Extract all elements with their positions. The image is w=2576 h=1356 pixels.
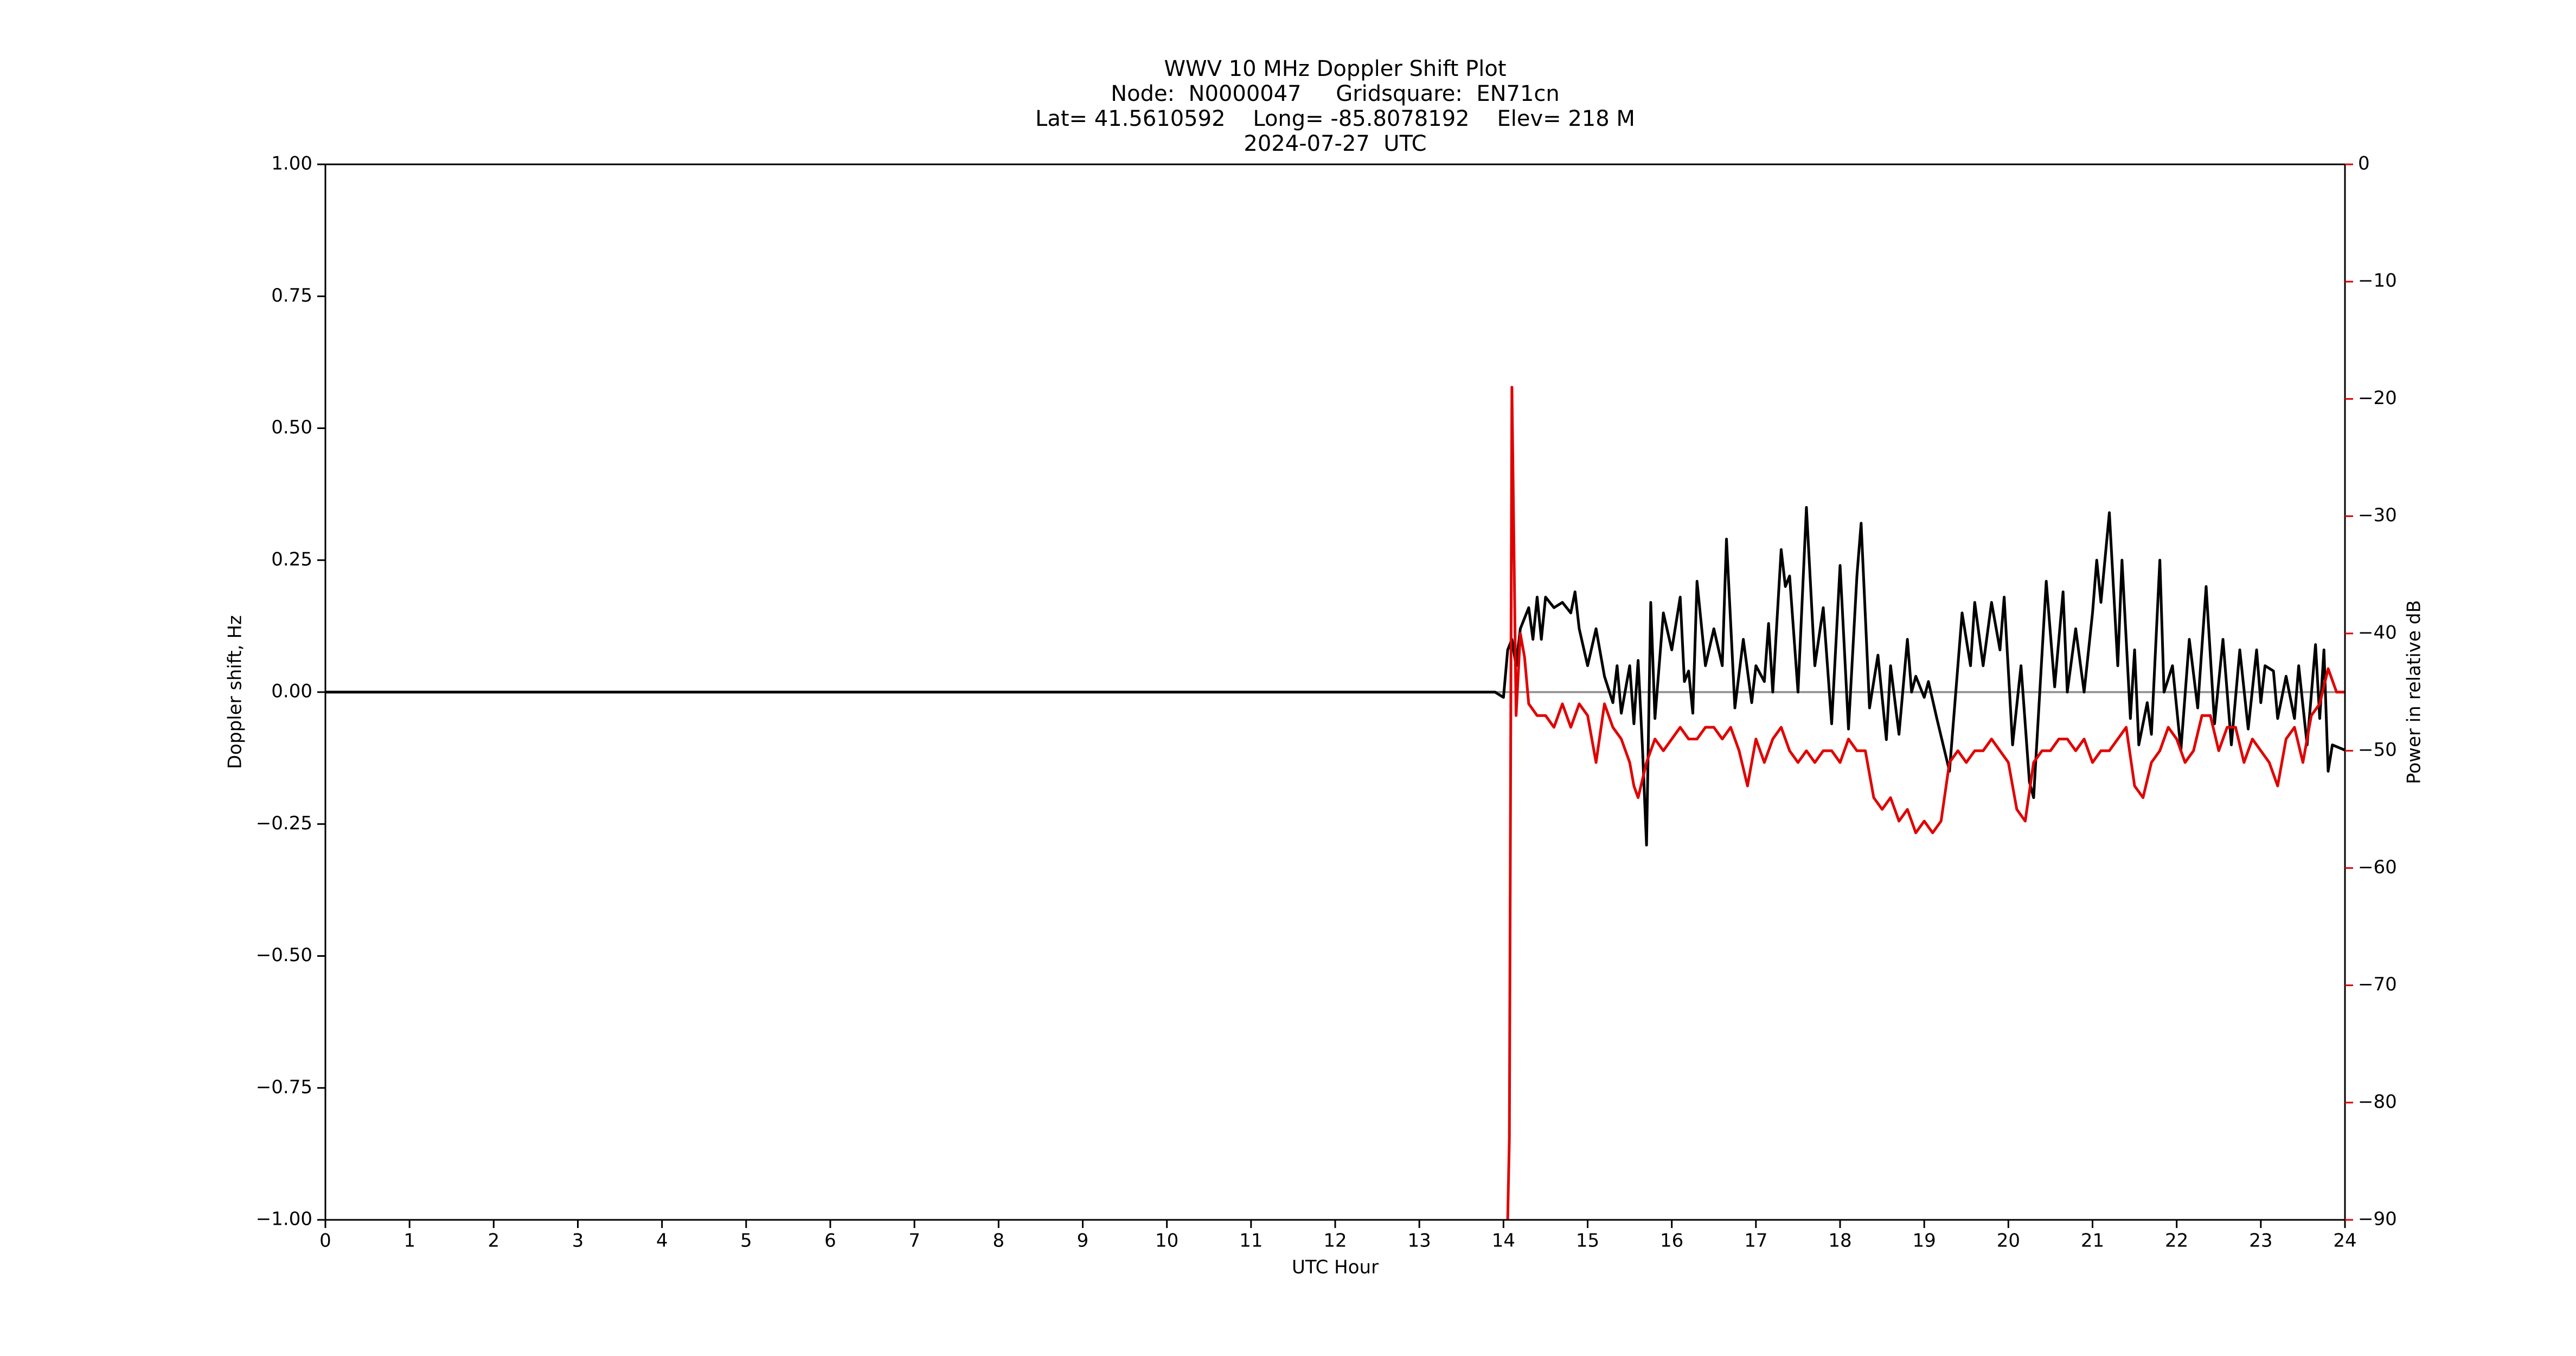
- x-tick-label: 24: [2333, 1230, 2356, 1252]
- y-tick-label: 0.75: [271, 285, 312, 306]
- data-line: [325, 506, 2346, 847]
- y2-tick-label: −80: [2358, 1091, 2397, 1112]
- y2-tick-label: −20: [2358, 387, 2397, 409]
- y-tick-label: 1.00: [271, 153, 312, 175]
- x-tick-label: 3: [572, 1230, 584, 1252]
- y-tick-label: −0.25: [256, 813, 312, 834]
- y2-tick-label: 0: [2358, 153, 2370, 175]
- x-tick-label: 6: [824, 1230, 836, 1252]
- y2-tick-label: −50: [2358, 739, 2397, 761]
- x-tick-label: 12: [1323, 1230, 1347, 1252]
- x-tick-label: 10: [1155, 1230, 1178, 1252]
- y-axis-label: Doppler shift, Hz: [225, 615, 246, 769]
- x-tick-label: 0: [319, 1230, 331, 1252]
- x-tick-label: 17: [1744, 1230, 1767, 1252]
- y2-tick-label: −10: [2358, 270, 2397, 292]
- x-tick-label: 14: [1492, 1230, 1515, 1252]
- x-tick-label: 21: [2081, 1230, 2104, 1252]
- y2-tick-label: −40: [2358, 622, 2397, 643]
- x-tick-label: 13: [1408, 1230, 1431, 1252]
- chart-subtitle: Lat= 41.5610592 Long= -85.8078192 Elev= …: [1035, 106, 1635, 131]
- x-tick-label: 15: [1576, 1230, 1599, 1252]
- y-tick-label: 0.50: [271, 417, 312, 438]
- x-tick-label: 16: [1660, 1230, 1683, 1252]
- y-tick-label: −0.75: [256, 1076, 312, 1098]
- x-tick-label: 1: [403, 1230, 415, 1252]
- chart-subtitle: Node: N0000047 Gridsquare: EN71cn: [1111, 81, 1560, 106]
- x-tick-label: 9: [1077, 1230, 1089, 1252]
- x-tick-label: 23: [2249, 1230, 2272, 1252]
- chart-subtitle: 2024-07-27 UTC: [1244, 131, 1426, 156]
- y2-tick-label: −30: [2358, 504, 2397, 526]
- y-tick-label: 0.25: [271, 548, 312, 570]
- y-tick-label: −0.50: [256, 944, 312, 966]
- y-tick-label: 0.00: [271, 681, 312, 702]
- x-tick-label: 5: [740, 1230, 752, 1252]
- data-line: [1506, 386, 2345, 1220]
- x-tick-label: 19: [1913, 1230, 1936, 1252]
- x-tick-label: 18: [1828, 1230, 1851, 1252]
- x-tick-label: 11: [1239, 1230, 1263, 1252]
- y2-tick-label: −70: [2358, 974, 2397, 995]
- chart-title: WWV 10 MHz Doppler Shift Plot: [1164, 56, 1506, 81]
- x-tick-label: 4: [656, 1230, 668, 1252]
- x-tick-label: 20: [1997, 1230, 2020, 1252]
- y-tick-label: −1.00: [256, 1208, 312, 1230]
- y2-axis-label: Power in relative dB: [2404, 600, 2425, 784]
- x-tick-label: 7: [908, 1230, 920, 1252]
- x-axis-label: UTC Hour: [1292, 1257, 1379, 1278]
- y2-tick-label: −90: [2358, 1208, 2397, 1230]
- x-tick-label: 2: [488, 1230, 500, 1252]
- x-tick-label: 22: [2165, 1230, 2188, 1252]
- y2-tick-label: −60: [2358, 856, 2397, 878]
- x-tick-label: 8: [993, 1230, 1005, 1252]
